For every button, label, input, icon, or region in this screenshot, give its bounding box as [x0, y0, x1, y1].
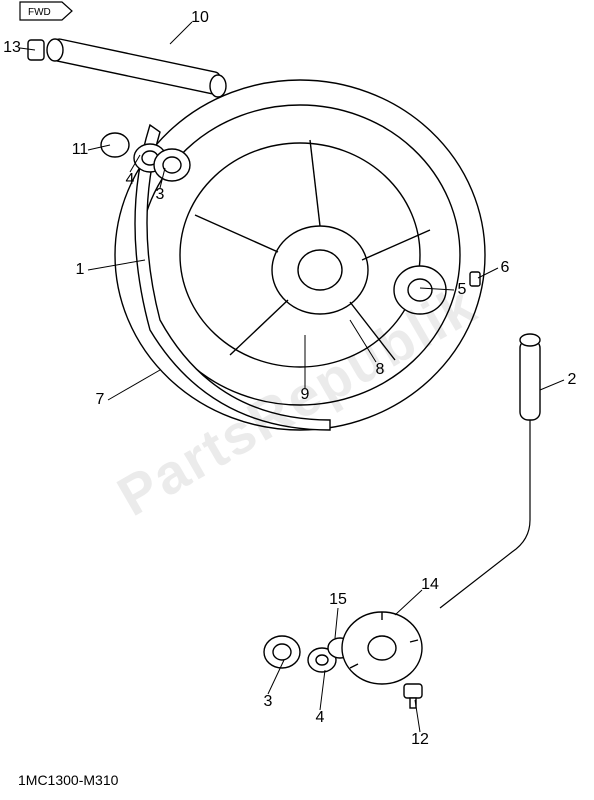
- callout-14: 14: [421, 576, 439, 594]
- callout-2: 2: [568, 371, 577, 389]
- callout-5: 5: [458, 281, 467, 299]
- fwd-label: FWD: [28, 7, 51, 18]
- assembly-path: [440, 420, 530, 608]
- callout-7: 7: [96, 391, 105, 409]
- axle-group: [28, 38, 226, 97]
- callout-11: 11: [72, 141, 89, 159]
- diagram-stage: 1 2 3 3 4 4 5 6 7 8 9 10 11 12 13 14 15 …: [0, 0, 594, 800]
- leaders: [20, 22, 564, 732]
- spacer-right: [520, 334, 540, 420]
- diagram-svg: [0, 0, 594, 800]
- callout-3b: 3: [264, 693, 273, 711]
- wheel-group: [115, 80, 485, 430]
- callout-1: 1: [76, 261, 85, 279]
- callout-4a: 4: [126, 171, 135, 189]
- seal-right: [394, 266, 480, 314]
- fwd-badge: FWD: [18, 0, 74, 22]
- callout-6: 6: [501, 259, 510, 277]
- callout-15: 15: [329, 591, 347, 609]
- callout-8: 8: [376, 361, 385, 379]
- callout-12: 12: [411, 731, 429, 749]
- callout-10: 10: [191, 9, 209, 27]
- callout-3a: 3: [156, 186, 165, 204]
- part-number-label: 1MC1300-M310: [18, 772, 118, 788]
- lower-assembly: [264, 612, 422, 708]
- callout-4b: 4: [316, 709, 325, 727]
- callout-9: 9: [301, 386, 310, 404]
- callout-13: 13: [3, 39, 21, 57]
